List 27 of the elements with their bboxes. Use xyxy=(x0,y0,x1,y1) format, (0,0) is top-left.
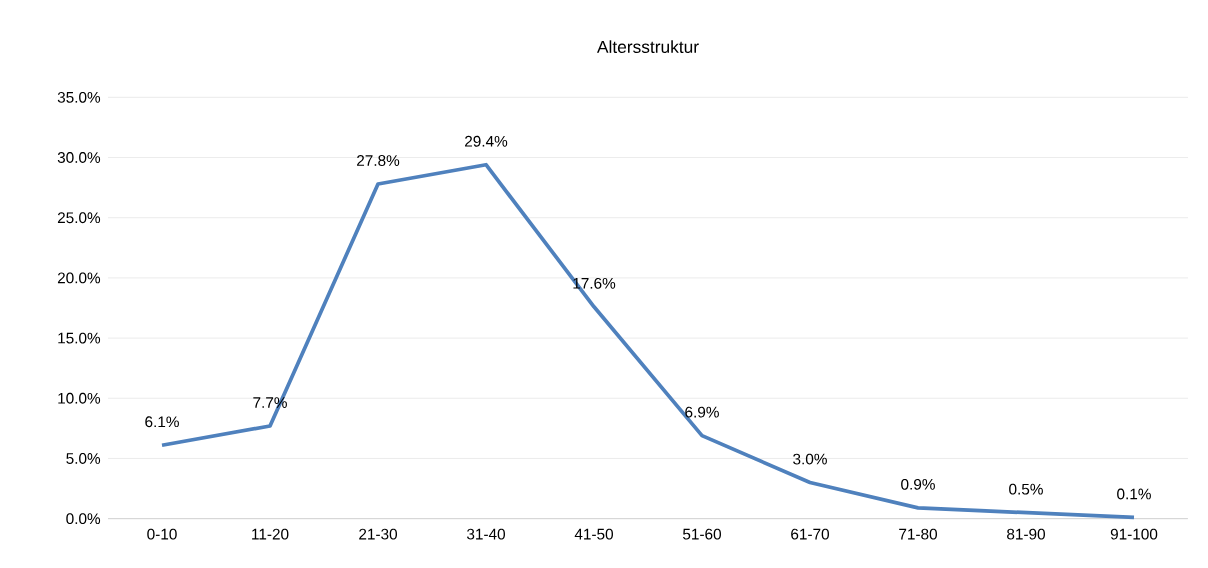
x-tick-label: 71-80 xyxy=(899,528,937,540)
x-tick-label: 61-70 xyxy=(791,528,829,540)
y-tick-label: 5.0% xyxy=(66,453,101,464)
data-label: 0.1% xyxy=(1117,488,1151,500)
data-label: 0.9% xyxy=(901,478,935,490)
y-tick-label: 35.0% xyxy=(57,91,101,103)
data-label: 27.8% xyxy=(357,155,400,166)
data-label: 29.4% xyxy=(465,135,508,147)
y-tick-label: 20.0% xyxy=(57,272,101,284)
y-tick-label: 15.0% xyxy=(58,332,101,344)
x-tick-label: 21-30 xyxy=(359,528,398,540)
x-tick-label: 81-90 xyxy=(1007,528,1045,540)
y-tick-label: 10.0% xyxy=(58,392,101,404)
chart-title: Altersstruktur xyxy=(597,40,699,54)
x-tick-label: 0-10 xyxy=(147,528,177,540)
x-tick-label: 41-50 xyxy=(574,528,613,540)
y-tick-label: 25.0% xyxy=(57,212,101,224)
y-tick-label: 0.0% xyxy=(66,513,101,525)
data-label: 0.5% xyxy=(1009,483,1043,495)
data-label: 3.0% xyxy=(793,453,827,465)
x-tick-label: 91-100 xyxy=(1110,528,1158,540)
data-label: 6.9% xyxy=(685,406,719,418)
x-tick-label: 51-60 xyxy=(683,528,721,540)
x-tick-label: 11-20 xyxy=(252,528,289,540)
y-tick-label: 30.0% xyxy=(57,152,101,163)
data-label: 6.1% xyxy=(145,416,179,428)
x-tick-label: 31-40 xyxy=(466,528,505,540)
